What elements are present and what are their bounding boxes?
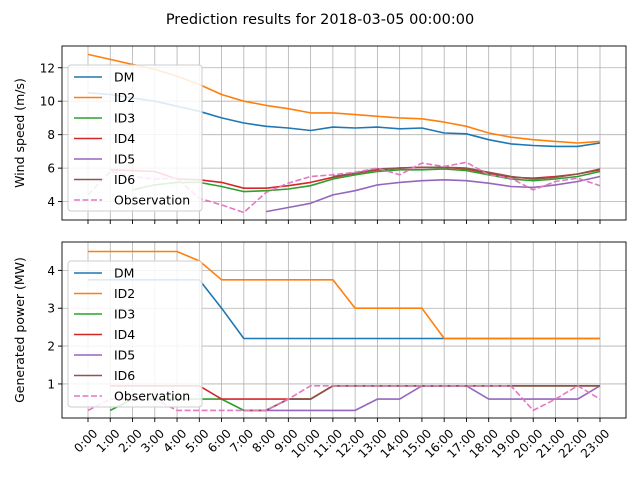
series-line-id6 [332,166,601,180]
legend-box [67,260,203,408]
legend-label-id4: ID4 [114,327,135,342]
chart-title: Prediction results for 2018-03-05 00:00:… [166,12,474,28]
legend-label-id6: ID6 [114,368,135,383]
x-tick-label: 3:00 [138,426,167,455]
legend-box [67,64,203,212]
y-tick-label: 1 [47,377,55,391]
legend-label-id5: ID5 [114,348,135,363]
plot-frame [61,45,627,221]
wind-speed-panel: 4 6 8 10 12 Wind speed (m/s) DM ID2 ID3 ID4 ID5 ID6… [12,45,627,224]
x-tick-label: 0:00 [71,426,100,455]
y-tick-label: 4 [47,195,55,209]
x-tick-label: 2:00 [116,426,145,455]
x-tick-label: 5:00 [183,426,212,455]
legend-label-dm: DM [114,266,134,281]
y-tick-label: 3 [47,302,55,316]
y-axis-label: Wind speed (m/s) [12,78,27,188]
series-line-id5 [265,175,601,213]
generated-power-panel: 1 2 3 4 0:001:002:003:004:005:006:007:008:00… [12,241,627,461]
plot-frame [61,241,627,419]
legend-label-id6: ID6 [114,172,135,187]
series-line-observation [87,385,601,412]
legend-label-id3: ID3 [114,111,135,126]
x-tick-label: 1:00 [94,426,123,455]
series-line-id2 [88,250,600,340]
x-tick-label: 7:00 [227,426,256,455]
legend-label-id3: ID3 [114,307,135,322]
legend-label-id5: ID5 [114,152,135,167]
legend-label-observation: Observation [114,193,190,208]
y-tick-label: 10 [40,95,55,109]
legend-label-observation: Observation [114,389,190,404]
x-tick-label: 4:00 [160,426,189,455]
y-tick-label: 2 [47,340,55,354]
series-line-id5 [266,385,601,412]
series-line-id3 [132,168,601,193]
y-tick-label: 4 [47,264,55,278]
legend-label-dm: DM [114,70,134,85]
y-axis-label: Generated power (MW) [12,257,27,403]
legend: DM ID2 ID3 ID4 ID5 ID6 Observation [67,64,203,212]
y-tick-label: 6 [47,162,55,176]
x-tick-label: 6:00 [205,426,234,455]
legend-label-id4: ID4 [114,131,135,146]
legend-label-id2: ID2 [114,90,135,105]
legend: DM ID2 ID3 ID4 ID5 ID6 Observation [67,260,203,408]
legend-label-id2: ID2 [114,286,135,301]
y-tick-label: 12 [40,61,55,75]
x-tick-label: 8:00 [249,426,278,455]
y-tick-label: 8 [47,128,55,142]
